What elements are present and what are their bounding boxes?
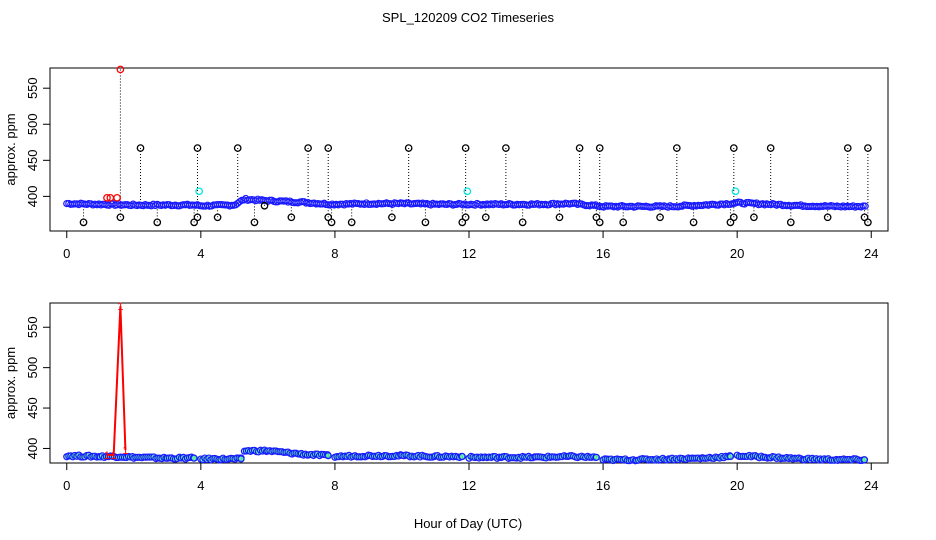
y-tick-label: 400 [25,438,40,460]
x-tick-label: 12 [462,478,476,493]
x-tick-label: 16 [596,246,610,261]
flagged-line [106,306,127,456]
flagged-marker: 1 [122,445,128,457]
flagged-point [103,193,111,202]
spike-point [619,218,628,227]
y-tick-label: 450 [25,149,40,171]
spike-point [388,213,396,222]
spike-point [786,218,795,227]
flagged-marker: 1 [111,450,117,462]
spike-point [595,218,604,227]
y-tick-label: 450 [25,397,40,419]
panel-top: 0 4 8 12 16 20 24 400 450 500 550 approx. ppm [3,65,889,261]
spike-point [136,144,145,152]
calibration-point [195,187,204,196]
series-point [592,453,600,461]
x-tick-label: 0 [63,246,70,261]
spike-point [518,218,527,227]
x-tick-label: 8 [331,478,338,493]
x-tick-label: 8 [331,246,338,261]
spike-point [689,218,698,227]
spike-point [250,218,259,227]
spike-point [421,218,430,227]
flagged-point [113,193,121,202]
y-tick-label: 550 [25,316,40,338]
x-tick-label: 12 [462,246,476,261]
spike-point [233,144,242,152]
x-tick-label: 20 [730,246,744,261]
x-axis-label: Hour of Day (UTC) [414,516,522,531]
calibration-point [731,187,740,196]
spike-point [843,144,852,152]
x-tick-label: 4 [197,478,204,493]
flagged-marker: 1 [104,450,110,462]
spike-point [461,144,470,152]
spike-point [766,144,775,152]
series-point [458,452,466,461]
spike-point [864,218,872,227]
spike-point [327,218,336,227]
spike-point [213,213,222,222]
spike-point [304,144,312,152]
spike-point [823,213,832,222]
spike-point [729,213,738,222]
x-tick-label: 20 [730,478,744,493]
y-axis-label: approx. ppm [3,113,18,185]
y-tick-label: 550 [25,77,40,99]
x-tick-label: 0 [63,478,70,493]
chart-title: SPL_120209 CO2 Timeseries [382,10,554,25]
spike-point [260,201,269,210]
baseline-point [861,202,869,210]
x-tick-label: 4 [197,246,204,261]
spike-point [79,218,88,227]
series-point [190,454,198,462]
spike-point [481,213,490,222]
spike-point [193,213,202,222]
series-point [726,452,735,461]
plot-frame [49,302,889,464]
series-point [237,455,245,463]
spike-point [750,213,758,222]
spike-point [502,144,510,152]
spike-point [461,213,470,222]
spike-point [595,144,604,152]
series-point [324,452,332,460]
spike-point [656,213,664,222]
x-tick-label: 24 [864,246,878,261]
spike-point [672,144,681,152]
spike-point [864,144,872,152]
spike-point [575,144,584,152]
spike-point [404,144,413,152]
spike-point [324,144,333,152]
y-tick-label: 400 [25,186,40,208]
spike-point [555,213,564,222]
calibration-point [463,187,472,196]
y-tick-label: 500 [25,113,40,135]
spike-point [287,213,296,222]
y-axis-label: approx. ppm [3,347,18,419]
spike-point [193,144,202,152]
spike-point [729,144,738,152]
flagged-point [116,65,125,74]
flagged-marker: 1 [117,301,123,313]
spike-point [347,218,356,227]
y-tick-label: 500 [25,357,40,379]
spike-point [116,213,125,222]
series-point [860,456,869,464]
x-tick-label: 24 [864,478,878,493]
spike-point [153,218,162,227]
x-tick-label: 16 [596,478,610,493]
